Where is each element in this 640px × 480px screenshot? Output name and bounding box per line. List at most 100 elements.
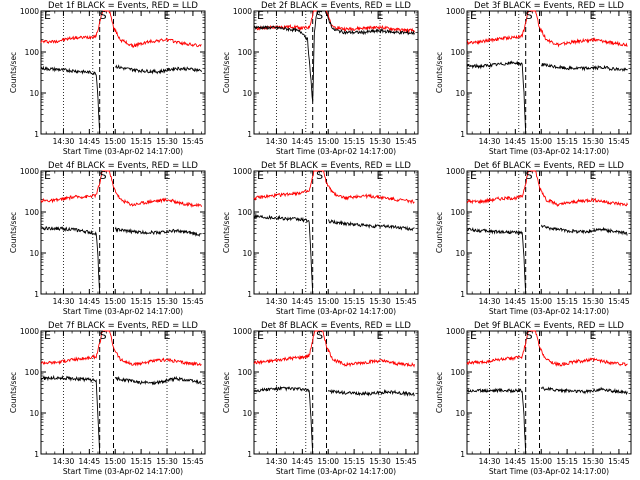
x-tick-label: 15:15	[130, 297, 152, 306]
y-tick-label: 1	[34, 130, 39, 139]
marker-e: E	[590, 169, 597, 182]
y-axis-label: Counts/sec	[435, 372, 444, 413]
series-events-line	[253, 385, 415, 455]
series-lld-line	[466, 330, 628, 367]
series-events-line	[466, 60, 628, 135]
x-tick-label: 15:45	[395, 137, 417, 146]
y-tick-label: 10	[242, 249, 252, 258]
y-tick-label: 10	[29, 89, 39, 98]
detector-chart-2: Det 2f BLACK = Events, RED = LLD 1 10 100 10…	[222, 1, 419, 156]
detector-chart-3: Det 3f BLACK = Events, RED = LLD 1 10 100 10…	[435, 1, 632, 156]
x-tick-label: 14:30	[53, 137, 75, 146]
x-tick-label: 15:30	[369, 297, 391, 306]
y-tick-label: 1000	[233, 167, 252, 176]
chart-title: Det 9f BLACK = Events, RED = LLD	[474, 321, 624, 331]
y-tick-label: 10	[29, 409, 39, 418]
x-tick-label: 15:45	[608, 297, 630, 306]
marker-s: S	[316, 329, 323, 342]
marker-s: S	[526, 9, 533, 22]
x-tick-label: 14:30	[266, 137, 288, 146]
marker-e: E	[164, 169, 171, 182]
x-axis-label: Start Time (03-Apr-02 14:17:00)	[489, 147, 609, 156]
x-axis-label: Start Time (03-Apr-02 14:17:00)	[63, 307, 183, 316]
marker-e: E	[44, 329, 51, 342]
x-tick-label: 15:30	[582, 457, 604, 466]
detector-panel-5: Det 5f BLACK = Events, RED = LLD 1 10 100 10…	[213, 160, 426, 320]
detector-panel-4: Det 4f BLACK = Events, RED = LLD 1 10 100 10…	[0, 160, 213, 320]
y-tick-label: 100	[25, 48, 40, 57]
x-tick-label: 15:15	[556, 297, 578, 306]
x-tick-label: 15:30	[369, 457, 391, 466]
x-tick-label: 14:30	[479, 457, 501, 466]
marker-e: E	[257, 9, 264, 22]
series-lld-line	[40, 330, 202, 367]
y-axis-label: Counts/sec	[435, 212, 444, 253]
x-tick-label: 15:00	[530, 137, 552, 146]
marker-e: E	[590, 9, 597, 22]
chart-title: Det 5f BLACK = Events, RED = LLD	[261, 161, 411, 171]
x-tick-label: 14:30	[266, 297, 288, 306]
detector-panel-9: Det 9f BLACK = Events, RED = LLD 1 10 100 10…	[426, 320, 639, 480]
x-tick-label: 15:30	[582, 297, 604, 306]
detector-panel-8: Det 8f BLACK = Events, RED = LLD 1 10 100 10…	[213, 320, 426, 480]
plot-frame	[253, 10, 419, 135]
y-tick-label: 1	[460, 130, 465, 139]
x-tick-label: 14:30	[53, 457, 75, 466]
x-tick-label: 15:15	[556, 137, 578, 146]
detector-panel-1: Det 1f BLACK = Events, RED = LLD 1 10 100 10…	[0, 0, 213, 160]
x-axis-label: Start Time (03-Apr-02 14:17:00)	[276, 307, 396, 316]
x-tick-label: 15:45	[608, 457, 630, 466]
detector-panel-2: Det 2f BLACK = Events, RED = LLD 1 10 100 10…	[213, 0, 426, 160]
x-tick-label: 15:15	[130, 457, 152, 466]
series-lld-line	[253, 170, 415, 205]
series-events-line	[253, 10, 415, 102]
y-tick-label: 1000	[20, 167, 39, 176]
marker-s: S	[100, 169, 107, 182]
x-tick-label: 15:45	[395, 457, 417, 466]
x-tick-label: 14:30	[53, 297, 75, 306]
y-tick-label: 10	[242, 89, 252, 98]
series-lld-line	[40, 10, 202, 49]
y-tick-label: 1000	[446, 327, 465, 336]
x-tick-label: 14:45	[79, 297, 101, 306]
detector-chart-6: Det 6f BLACK = Events, RED = LLD 1 10 100 10…	[435, 161, 632, 316]
series-events-line	[466, 386, 628, 455]
x-tick-label: 15:15	[343, 137, 365, 146]
y-tick-label: 1	[247, 450, 252, 459]
marker-e: E	[377, 329, 384, 342]
detector-chart-9: Det 9f BLACK = Events, RED = LLD 1 10 100 10…	[435, 321, 632, 476]
x-tick-label: 14:30	[266, 457, 288, 466]
series-events-line	[40, 64, 202, 135]
x-axis-label: Start Time (03-Apr-02 14:17:00)	[276, 467, 396, 476]
x-tick-label: 15:00	[104, 137, 126, 146]
detector-chart-5: Det 5f BLACK = Events, RED = LLD 1 10 100 10…	[222, 161, 419, 316]
y-axis-label: Counts/sec	[435, 52, 444, 93]
series-events-line	[40, 374, 202, 455]
y-tick-label: 10	[455, 249, 465, 258]
y-tick-label: 100	[238, 48, 253, 57]
plot-frame	[466, 330, 632, 455]
x-tick-label: 15:30	[369, 137, 391, 146]
y-tick-label: 10	[455, 409, 465, 418]
x-tick-label: 15:15	[130, 137, 152, 146]
y-tick-label: 1	[247, 130, 252, 139]
series-events-line	[40, 225, 202, 295]
y-tick-label: 1	[460, 290, 465, 299]
chart-title: Det 8f BLACK = Events, RED = LLD	[261, 321, 411, 331]
x-tick-label: 15:00	[317, 137, 339, 146]
x-tick-label: 14:45	[505, 297, 527, 306]
x-tick-label: 15:45	[395, 297, 417, 306]
plot-frame	[253, 330, 419, 455]
plot-frame	[253, 170, 419, 295]
y-axis-label: Counts/sec	[9, 372, 18, 413]
detector-panel-7: Det 7f BLACK = Events, RED = LLD 1 10 100 10…	[0, 320, 213, 480]
x-tick-label: 14:45	[79, 457, 101, 466]
marker-e: E	[44, 9, 51, 22]
x-tick-label: 15:45	[182, 297, 204, 306]
chart-title: Det 4f BLACK = Events, RED = LLD	[48, 161, 198, 171]
y-tick-label: 10	[455, 89, 465, 98]
chart-title: Det 3f BLACK = Events, RED = LLD	[474, 1, 624, 11]
chart-title: Det 2f BLACK = Events, RED = LLD	[261, 1, 411, 11]
detector-chart-1: Det 1f BLACK = Events, RED = LLD 1 10 100 10…	[9, 1, 206, 156]
series-lld-line	[253, 330, 415, 368]
